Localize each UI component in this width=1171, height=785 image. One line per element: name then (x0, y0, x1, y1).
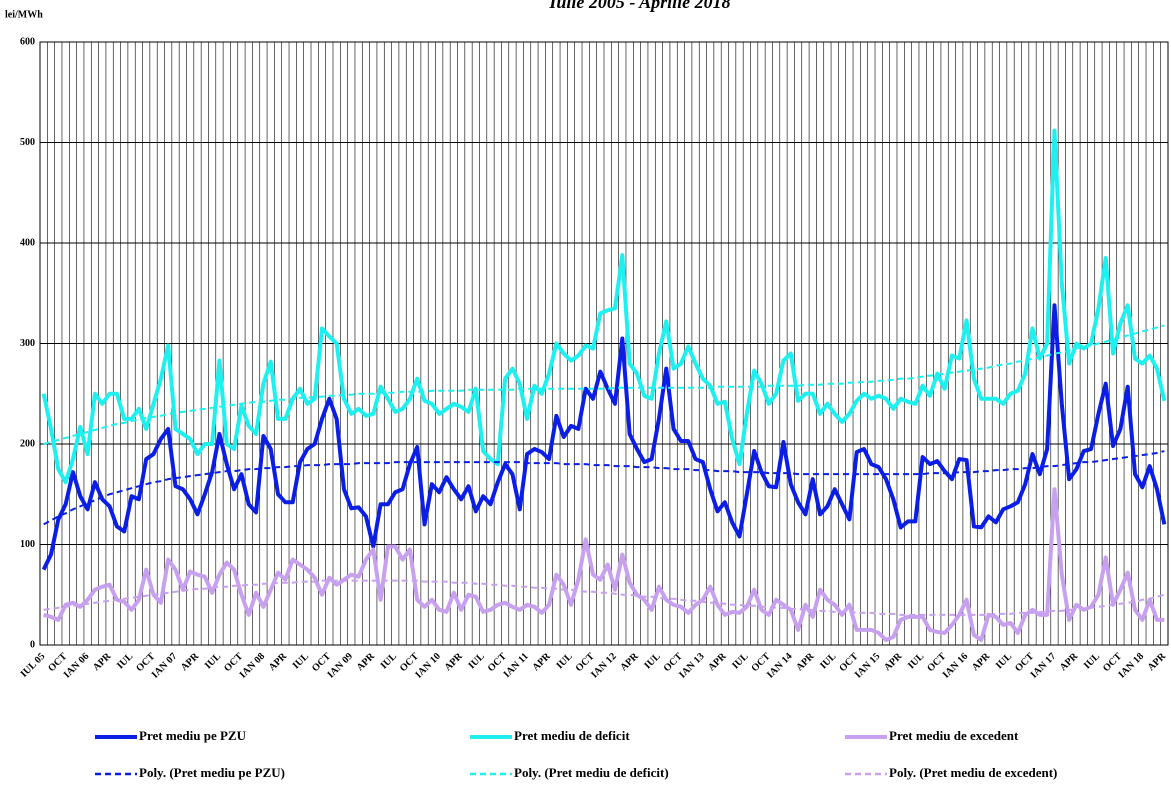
y-axis-label: lei/MWh (5, 9, 43, 20)
x-tick-label: APR (706, 650, 729, 673)
chart-title: Iulie 2005 - Aprilie 2018 (548, 0, 730, 12)
x-tick-label: APR (443, 650, 466, 673)
x-tick-label: APR (91, 650, 114, 673)
x-tick-label: IAN 16 (941, 651, 971, 681)
x-tick-label: APR (1058, 650, 1081, 673)
x-tick-label: APR (794, 650, 817, 673)
x-tick-label: IAN 10 (413, 651, 443, 681)
legend-label: Poly. (Pret mediu de excedent) (889, 765, 1057, 780)
x-tick-label: APR (1146, 650, 1169, 673)
x-tick-label: IAN 18 (1117, 651, 1147, 681)
x-tick-label: IAN 15 (853, 651, 883, 681)
x-tick-label: IUL (203, 651, 224, 672)
x-tick-label: IAN 12 (589, 651, 619, 681)
x-tick-label: IAN 09 (325, 651, 355, 681)
x-tick-label: APR (882, 650, 905, 673)
x-tick-label: IAN 17 (1029, 651, 1059, 681)
y-tick-label: 500 (20, 137, 35, 148)
y-tick-label: 600 (20, 36, 35, 47)
x-tick-label: APR (179, 650, 202, 673)
x-tick-label: IUL (994, 651, 1015, 672)
legend-label: Pret mediu de deficit (514, 728, 630, 743)
x-tick-label: IUL (906, 651, 927, 672)
x-tick-label: IUL (818, 651, 839, 672)
x-tick-label: IAN 07 (150, 651, 180, 681)
x-tick-label: IUL (642, 651, 663, 672)
y-tick-label: 0 (30, 639, 35, 650)
x-tick-label: IAN 06 (62, 651, 92, 681)
series-line (43, 579, 1165, 616)
y-tick-label: 300 (20, 338, 35, 349)
x-tick-label: IUL (730, 651, 751, 672)
series-line (43, 450, 1165, 526)
series-line (41, 303, 1167, 571)
y-tick-label: 100 (20, 539, 35, 550)
x-tick-label: APR (970, 650, 993, 673)
x-tick-label: APR (530, 650, 553, 673)
x-tick-label: IUL (379, 651, 400, 672)
x-tick-label: IUL (291, 651, 312, 672)
x-tick-label: IUL (554, 651, 575, 672)
plot-frame (39, 41, 1169, 646)
legend-label: Poly. (Pret mediu pe PZU) (139, 765, 285, 780)
x-tick-label: APR (618, 650, 641, 673)
x-tick-label: IUL 05 (19, 651, 48, 680)
y-tick-label: 200 (20, 438, 35, 449)
x-tick-label: APR (267, 650, 290, 673)
x-tick-label: IUL (1082, 651, 1103, 672)
x-tick-label: IAN 13 (677, 651, 707, 681)
x-tick-label: IAN 14 (765, 651, 795, 681)
x-tick-label: IUL (467, 651, 488, 672)
legend-label: Pret mediu pe PZU (139, 728, 247, 743)
legend-label: Pret mediu de excedent (889, 728, 1019, 743)
series-line (43, 324, 1165, 445)
x-tick-label: APR (355, 650, 378, 673)
x-tick-label: IAN 08 (238, 651, 268, 681)
legend-label: Poly. (Pret mediu de deficit) (514, 765, 669, 780)
series-line (43, 487, 1165, 642)
x-tick-label: IAN 11 (502, 651, 531, 680)
y-tick-label: 400 (20, 237, 35, 248)
x-tick-label: IUL (115, 651, 136, 672)
series-line (41, 128, 1167, 485)
